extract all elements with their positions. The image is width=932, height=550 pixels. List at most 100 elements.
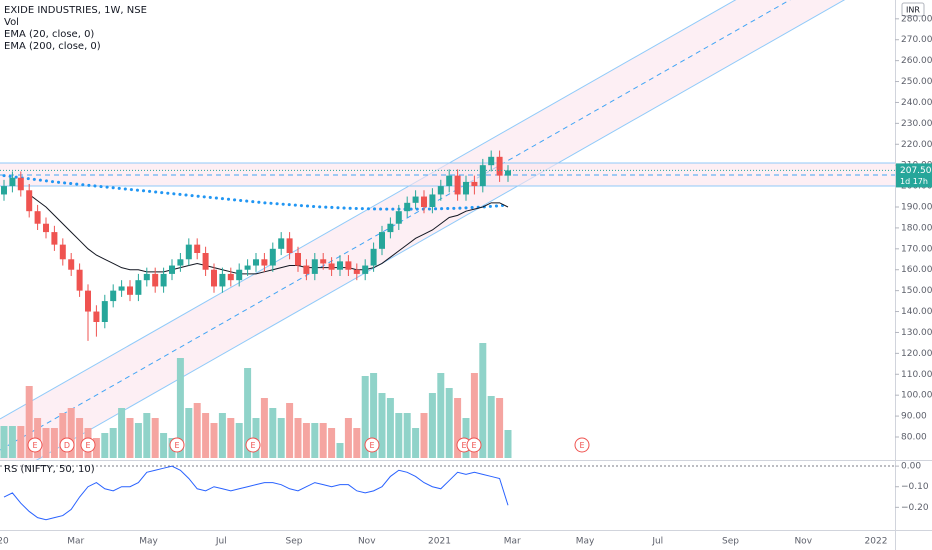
volume-bar bbox=[0, 426, 8, 458]
volume-bar bbox=[420, 413, 428, 458]
volume-bar bbox=[370, 373, 378, 458]
volume-bar bbox=[395, 413, 403, 458]
candle-body bbox=[219, 273, 226, 287]
last-price-label: 207.50 bbox=[900, 166, 932, 176]
y-tick-label: 260.00 bbox=[901, 56, 932, 66]
candle-body bbox=[101, 301, 108, 322]
event-label: E bbox=[174, 441, 179, 450]
candle-body bbox=[412, 196, 419, 203]
candle-body bbox=[227, 273, 234, 281]
candle-body bbox=[345, 261, 352, 270]
volume-bar bbox=[403, 413, 411, 458]
volume-bar bbox=[8, 426, 16, 458]
volume-bar bbox=[428, 393, 436, 458]
volume-bar bbox=[227, 418, 235, 458]
y-tick-label: 90.00 bbox=[901, 412, 927, 422]
countdown: 1d 17h bbox=[900, 177, 928, 186]
event-label: E bbox=[250, 441, 255, 450]
volume-bar bbox=[160, 433, 168, 458]
volume-bar bbox=[311, 423, 319, 458]
volume-bar bbox=[92, 438, 100, 458]
candle-body bbox=[337, 261, 343, 270]
volume-bar bbox=[319, 423, 327, 458]
event-marker bbox=[59, 437, 75, 453]
y-tick-label: 150.00 bbox=[901, 286, 932, 296]
volume-bar bbox=[118, 408, 126, 458]
rs-label: RS (NIFTY, 50, 10) bbox=[4, 464, 95, 475]
candle-body bbox=[269, 248, 276, 266]
event-label: E bbox=[85, 441, 90, 450]
x-tick-label: May bbox=[576, 537, 595, 547]
candle-body bbox=[286, 238, 293, 253]
x-tick-label: Nov bbox=[794, 537, 812, 547]
candle-body bbox=[185, 244, 192, 260]
candle-body bbox=[160, 273, 167, 287]
candle-body bbox=[328, 263, 335, 270]
volume-bar bbox=[353, 428, 361, 458]
y-tick-label: 190.00 bbox=[901, 203, 932, 213]
y-tick-label: 80.00 bbox=[901, 433, 927, 443]
y-tick-label: 120.00 bbox=[901, 349, 932, 359]
volume-bar bbox=[336, 443, 344, 458]
volume-bar bbox=[487, 396, 495, 458]
candle-body bbox=[202, 253, 209, 270]
volume-bar bbox=[277, 418, 285, 458]
candle-body bbox=[51, 232, 58, 245]
candle-body bbox=[68, 259, 75, 270]
x-tick-label: Sep bbox=[286, 537, 303, 547]
candle-body bbox=[76, 269, 83, 291]
volume-bar bbox=[42, 428, 50, 458]
volume-bar bbox=[286, 403, 294, 458]
y-tick-label: 240.00 bbox=[901, 98, 932, 108]
event-label: E bbox=[369, 441, 374, 450]
candle-body bbox=[59, 244, 66, 260]
x-tick-label: Mar bbox=[67, 537, 84, 547]
volume-bar bbox=[101, 433, 109, 458]
volume-bar bbox=[294, 418, 302, 458]
event-marker bbox=[169, 437, 185, 453]
candle-body bbox=[211, 269, 217, 287]
channel-lower bbox=[35, 0, 846, 460]
y-tick-label: 110.00 bbox=[901, 370, 932, 380]
candle-body bbox=[353, 269, 360, 274]
volume-bar bbox=[50, 428, 58, 458]
candle-body bbox=[194, 244, 201, 253]
candle-body bbox=[479, 165, 486, 187]
candle-body bbox=[421, 196, 427, 207]
y2-tick-label: −0.10 bbox=[901, 482, 929, 492]
candle-body bbox=[496, 156, 503, 176]
candle-body bbox=[278, 238, 285, 249]
candle-body bbox=[261, 259, 268, 266]
volume-bar bbox=[235, 423, 243, 458]
y-tick-label: 160.00 bbox=[901, 265, 932, 275]
x-tick-label: 20 bbox=[0, 537, 9, 547]
candle-body bbox=[311, 259, 318, 274]
event-marker bbox=[27, 437, 43, 453]
chart-title: EXIDE INDUSTRIES, 1W, NSE bbox=[4, 5, 147, 16]
candle-body bbox=[1, 186, 7, 195]
last-price-tag bbox=[896, 163, 932, 188]
volume-bar bbox=[361, 376, 369, 458]
candle-body bbox=[404, 202, 411, 212]
volume-bar bbox=[496, 398, 504, 458]
x-tick-label: Sep bbox=[722, 537, 739, 547]
event-label: E bbox=[461, 441, 466, 450]
x-tick-label: Mar bbox=[504, 537, 521, 547]
volume-bar bbox=[67, 408, 75, 458]
volume-bar bbox=[59, 413, 67, 458]
candle-body bbox=[454, 175, 461, 195]
x-tick-label: Jul bbox=[215, 537, 227, 547]
volume-bar bbox=[445, 388, 453, 458]
candle-body bbox=[463, 181, 469, 195]
candle-body bbox=[43, 223, 49, 233]
channel-mid bbox=[0, 0, 791, 451]
volume-bar bbox=[412, 428, 420, 458]
event-label: E bbox=[32, 441, 37, 450]
event-label: E bbox=[471, 441, 476, 450]
candle-body bbox=[395, 211, 402, 224]
volume-bar bbox=[252, 418, 260, 458]
candle-body bbox=[169, 265, 175, 274]
x-tick-label: Jul bbox=[651, 537, 663, 547]
candle-body bbox=[17, 177, 24, 191]
candle-body bbox=[295, 253, 301, 266]
